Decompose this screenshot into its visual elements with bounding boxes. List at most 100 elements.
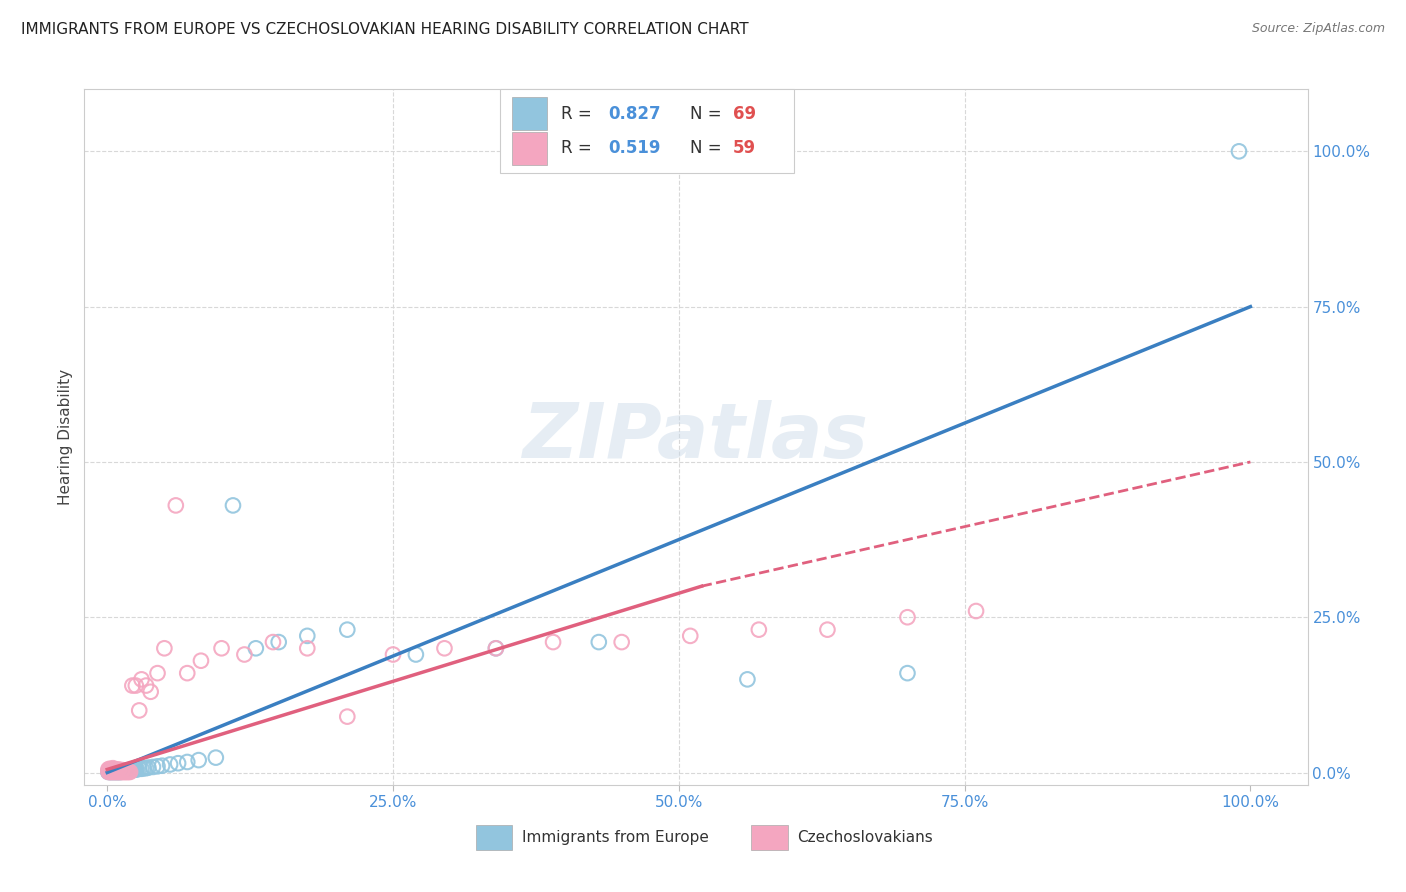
Point — [120, 763, 142, 777]
Text: Immigrants from Europe: Immigrants from Europe — [522, 830, 709, 845]
Point — [121, 763, 143, 777]
Point — [110, 764, 132, 779]
Point — [125, 763, 148, 777]
Point — [118, 763, 141, 777]
Point — [588, 635, 610, 649]
Text: 0.827: 0.827 — [607, 104, 661, 122]
Point — [297, 629, 319, 643]
Text: R =: R = — [561, 139, 598, 157]
Text: ZIPatlas: ZIPatlas — [523, 401, 869, 474]
Point — [114, 764, 136, 778]
Point — [114, 764, 136, 779]
Point — [131, 673, 153, 687]
Text: 0.519: 0.519 — [607, 139, 661, 157]
Point — [97, 764, 120, 779]
Point — [405, 648, 427, 662]
Point — [1227, 145, 1250, 159]
Point — [433, 641, 456, 656]
Text: 69: 69 — [733, 104, 756, 122]
Point — [222, 499, 245, 513]
Point — [211, 641, 233, 656]
Point — [128, 703, 150, 717]
Text: 59: 59 — [733, 139, 756, 157]
Point — [150, 758, 173, 772]
Text: Source: ZipAtlas.com: Source: ZipAtlas.com — [1251, 22, 1385, 36]
Point — [110, 764, 132, 779]
Point — [142, 760, 165, 774]
Point — [205, 750, 228, 764]
Point — [108, 764, 131, 779]
Point — [125, 763, 148, 777]
Point — [817, 623, 839, 637]
Point — [101, 764, 124, 778]
Point — [165, 499, 187, 513]
Point — [262, 635, 284, 649]
FancyBboxPatch shape — [501, 89, 794, 173]
Point — [107, 764, 129, 779]
Point — [153, 641, 176, 656]
Point — [105, 764, 128, 779]
Bar — [513, 97, 547, 130]
Point — [297, 641, 319, 656]
Point — [105, 764, 128, 779]
Text: N =: N = — [690, 139, 727, 157]
Text: IMMIGRANTS FROM EUROPE VS CZECHOSLOVAKIAN HEARING DISABILITY CORRELATION CHART: IMMIGRANTS FROM EUROPE VS CZECHOSLOVAKIA… — [21, 22, 749, 37]
Point — [541, 635, 564, 649]
Point — [103, 764, 125, 778]
Point — [267, 635, 290, 649]
Point — [107, 764, 129, 779]
Point — [190, 654, 212, 668]
Point — [146, 666, 169, 681]
Point — [98, 764, 121, 778]
Point — [107, 764, 129, 779]
Point — [336, 623, 359, 637]
Point — [120, 764, 142, 779]
Point — [103, 764, 125, 779]
Point — [97, 764, 120, 779]
Point — [101, 763, 124, 777]
Point — [111, 764, 134, 779]
Point — [111, 764, 134, 779]
Bar — [475, 824, 513, 850]
Point — [104, 764, 127, 779]
Point — [245, 641, 267, 656]
Point — [104, 764, 127, 778]
Point — [124, 763, 146, 777]
Point — [131, 762, 153, 776]
Point — [105, 763, 128, 777]
Point — [98, 764, 121, 779]
Point — [108, 764, 131, 779]
Point — [98, 764, 121, 779]
Point — [125, 679, 148, 693]
Point — [107, 764, 129, 779]
Point — [117, 764, 139, 779]
Point — [104, 763, 127, 777]
Point — [104, 764, 127, 779]
Point — [115, 764, 138, 779]
Point — [135, 679, 157, 693]
Point — [107, 764, 129, 779]
Point — [100, 763, 122, 777]
Point — [679, 629, 702, 643]
Point — [98, 764, 121, 779]
Point — [108, 764, 131, 779]
Point — [176, 666, 198, 681]
Point — [101, 764, 124, 779]
Point — [101, 764, 124, 779]
Point — [107, 764, 129, 778]
Point — [100, 764, 122, 779]
Text: Czechoslovakians: Czechoslovakians — [797, 830, 934, 845]
Text: N =: N = — [690, 104, 727, 122]
Point — [107, 763, 129, 777]
Point — [103, 763, 125, 777]
Point — [101, 764, 124, 779]
Point — [128, 762, 150, 776]
Point — [120, 763, 142, 777]
Point — [737, 673, 759, 687]
Point — [485, 641, 508, 656]
Point — [122, 763, 145, 777]
Point — [748, 623, 770, 637]
Point — [100, 764, 122, 779]
Point — [103, 764, 125, 779]
Point — [100, 764, 122, 779]
